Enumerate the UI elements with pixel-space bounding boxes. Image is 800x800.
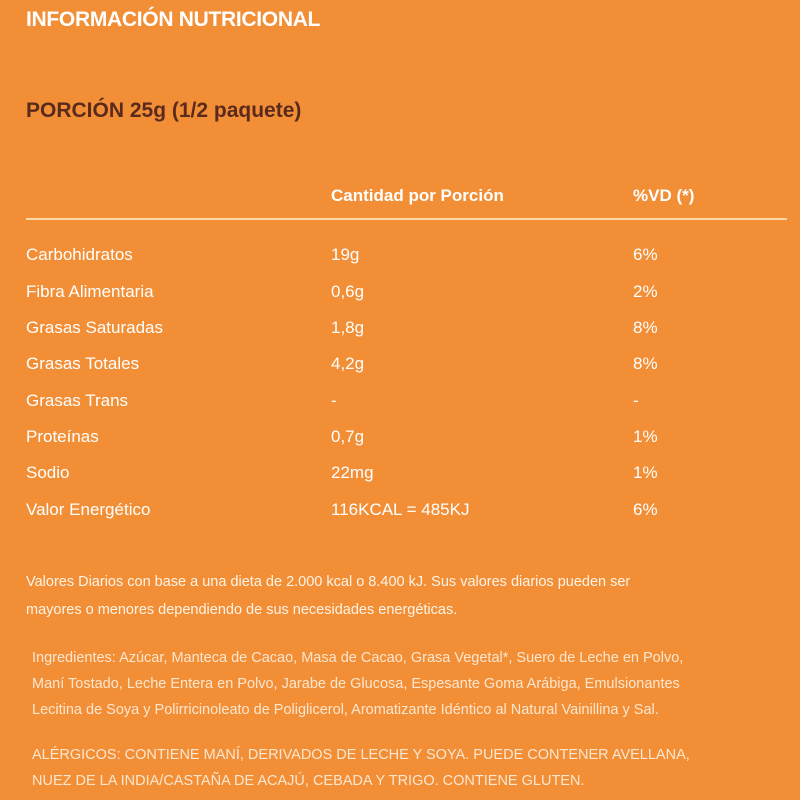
header-dv: %VD (*) bbox=[633, 186, 695, 205]
table-row: Sodio 22mg 1% bbox=[0, 463, 800, 499]
nutrient-amount: - bbox=[331, 391, 337, 410]
daily-values-note: Valores Diarios con base a una dieta de … bbox=[26, 568, 630, 624]
nutrient-amount: 0,7g bbox=[331, 427, 365, 446]
nutrient-amount: 19g bbox=[331, 245, 360, 264]
nutrient-amount: 22mg bbox=[331, 463, 374, 482]
header-divider bbox=[26, 218, 787, 220]
table-row: Grasas Totales 4,2g 8% bbox=[0, 354, 800, 390]
table-row: Grasas Trans - - bbox=[0, 391, 800, 427]
nutrient-dv: 1% bbox=[633, 427, 658, 446]
portion-size: PORCIÓN 25g (1/2 paquete) bbox=[26, 99, 302, 122]
note-line: mayores o menores dependiendo de sus nec… bbox=[26, 602, 458, 618]
nutrient-name: Grasas Saturadas bbox=[26, 318, 164, 337]
nutrient-dv: 6% bbox=[633, 245, 658, 264]
nutrient-name: Grasas Totales bbox=[26, 354, 140, 373]
nutrient-dv: - bbox=[633, 391, 639, 410]
nutrient-dv: 2% bbox=[633, 282, 658, 301]
nutrient-dv: 8% bbox=[633, 318, 658, 337]
table-row: Valor Energético 116KCAL = 485KJ 6% bbox=[0, 500, 800, 536]
ingredients-line: Lecitina de Soya y Polirricinoleato de P… bbox=[32, 702, 659, 718]
nutrient-amount: 0,6g bbox=[331, 282, 365, 301]
nutrient-name: Sodio bbox=[26, 463, 70, 482]
table-row: Grasas Saturadas 1,8g 8% bbox=[0, 318, 800, 354]
table-row: Fibra Alimentaria 0,6g 2% bbox=[0, 282, 800, 318]
page-title: INFORMACIÓN NUTRICIONAL bbox=[26, 8, 321, 31]
nutrient-name: Grasas Trans bbox=[26, 391, 129, 410]
header-amount: Cantidad por Porción bbox=[331, 186, 504, 205]
nutrient-dv: 1% bbox=[633, 463, 658, 482]
note-line: Valores Diarios con base a una dieta de … bbox=[26, 574, 631, 590]
nutrient-amount: 1,8g bbox=[331, 318, 365, 337]
table-row: Proteínas 0,7g 1% bbox=[0, 427, 800, 463]
allergens-text: ALÉRGICOS: CONTIENE MANÍ, DERIVADOS DE L… bbox=[32, 742, 690, 794]
nutrient-name: Proteínas bbox=[26, 427, 99, 446]
allergens-line: NUEZ DE LA INDIA/CASTAÑA DE ACAJÚ, CEBAD… bbox=[32, 773, 585, 789]
nutrient-name: Carbohidratos bbox=[26, 245, 133, 264]
ingredients-line: Maní Tostado, Leche Entera en Polvo, Jar… bbox=[32, 676, 680, 692]
table-row: Carbohidratos 19g 6% bbox=[0, 245, 800, 281]
nutrient-amount: 4,2g bbox=[331, 354, 365, 373]
ingredients-line: Ingredientes: Azúcar, Manteca de Cacao, … bbox=[32, 650, 684, 666]
nutrient-name: Valor Energético bbox=[26, 500, 151, 519]
nutrient-dv: 8% bbox=[633, 354, 658, 373]
nutrient-amount: 116KCAL = 485KJ bbox=[331, 500, 470, 519]
nutrient-name: Fibra Alimentaria bbox=[26, 282, 154, 301]
ingredients-text: Ingredientes: Azúcar, Manteca de Cacao, … bbox=[32, 645, 683, 723]
allergens-line: ALÉRGICOS: CONTIENE MANÍ, DERIVADOS DE L… bbox=[32, 747, 690, 763]
nutrient-dv: 6% bbox=[633, 500, 658, 519]
